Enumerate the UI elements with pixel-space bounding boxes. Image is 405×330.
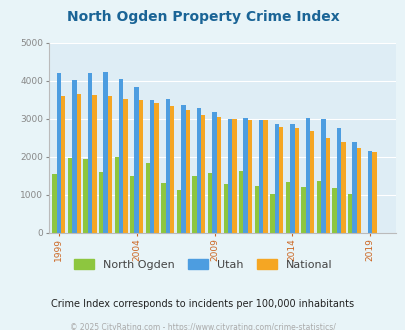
Bar [72, 80, 77, 233]
Bar [278, 127, 283, 233]
Bar [254, 186, 258, 233]
Bar [150, 100, 154, 233]
Bar [232, 119, 236, 233]
Bar [145, 163, 150, 233]
Bar [207, 174, 212, 233]
Bar [83, 159, 87, 233]
Bar [165, 99, 170, 233]
Bar [61, 96, 65, 233]
Bar [352, 142, 356, 233]
Bar [247, 119, 252, 233]
Text: North Ogden Property Crime Index: North Ogden Property Crime Index [66, 10, 339, 24]
Text: Crime Index corresponds to incidents per 100,000 inhabitants: Crime Index corresponds to incidents per… [51, 299, 354, 309]
Bar [192, 176, 196, 233]
Bar [185, 110, 190, 233]
Bar [371, 152, 376, 233]
Bar [77, 94, 81, 233]
Bar [356, 148, 360, 233]
Bar [263, 120, 267, 233]
Legend: North Ogden, Utah, National: North Ogden, Utah, National [74, 259, 331, 270]
Bar [294, 128, 298, 233]
Bar [227, 119, 232, 233]
Bar [87, 73, 92, 233]
Bar [134, 86, 139, 233]
Bar [340, 142, 345, 233]
Bar [258, 120, 263, 233]
Bar [332, 188, 336, 233]
Bar [92, 95, 96, 233]
Bar [119, 79, 123, 233]
Bar [239, 171, 243, 233]
Bar [216, 116, 220, 233]
Bar [316, 181, 320, 233]
Bar [181, 105, 185, 233]
Bar [367, 151, 371, 233]
Bar [57, 73, 61, 233]
Bar [154, 103, 158, 233]
Bar [309, 131, 313, 233]
Bar [161, 183, 165, 233]
Bar [320, 119, 325, 233]
Bar [336, 128, 340, 233]
Bar [305, 118, 309, 233]
Bar [274, 124, 278, 233]
Bar [301, 187, 305, 233]
Bar [139, 100, 143, 233]
Bar [99, 172, 103, 233]
Bar [196, 108, 200, 233]
Bar [107, 96, 112, 233]
Bar [325, 138, 329, 233]
Bar [130, 176, 134, 233]
Bar [170, 106, 174, 233]
Bar [285, 182, 290, 233]
Bar [223, 184, 227, 233]
Bar [177, 190, 181, 233]
Bar [347, 194, 352, 233]
Bar [243, 118, 247, 233]
Bar [200, 115, 205, 233]
Bar [212, 112, 216, 233]
Bar [290, 124, 294, 233]
Bar [68, 157, 72, 233]
Bar [103, 72, 107, 233]
Bar [114, 157, 119, 233]
Bar [123, 99, 127, 233]
Bar [52, 174, 57, 233]
Bar [270, 194, 274, 233]
Text: © 2025 CityRating.com - https://www.cityrating.com/crime-statistics/: © 2025 CityRating.com - https://www.city… [70, 323, 335, 330]
